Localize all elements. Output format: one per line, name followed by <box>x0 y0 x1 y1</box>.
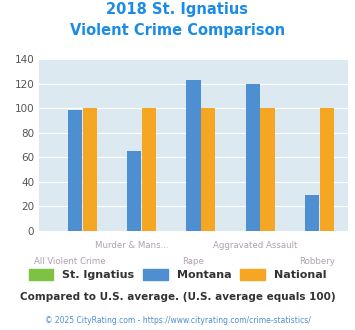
Bar <box>246 84 260 231</box>
Bar <box>142 109 156 231</box>
Bar <box>261 109 275 231</box>
Text: All Violent Crime: All Violent Crime <box>34 257 106 266</box>
Text: Aggravated Assault: Aggravated Assault <box>213 241 297 250</box>
Text: Violent Crime Comparison: Violent Crime Comparison <box>70 23 285 38</box>
Text: 2018 St. Ignatius: 2018 St. Ignatius <box>106 2 248 16</box>
Text: Murder & Mans...: Murder & Mans... <box>95 241 169 250</box>
Bar <box>201 109 215 231</box>
Bar <box>68 110 82 231</box>
Bar <box>127 151 141 231</box>
Text: © 2025 CityRating.com - https://www.cityrating.com/crime-statistics/: © 2025 CityRating.com - https://www.city… <box>45 316 310 325</box>
Text: Robbery: Robbery <box>299 257 335 266</box>
Text: Compared to U.S. average. (U.S. average equals 100): Compared to U.S. average. (U.S. average … <box>20 292 335 302</box>
Legend: St. Ignatius, Montana, National: St. Ignatius, Montana, National <box>24 265 331 284</box>
Bar <box>305 195 319 231</box>
Text: Rape: Rape <box>182 257 204 266</box>
Bar <box>320 109 334 231</box>
Bar <box>186 80 201 231</box>
Bar <box>83 109 97 231</box>
